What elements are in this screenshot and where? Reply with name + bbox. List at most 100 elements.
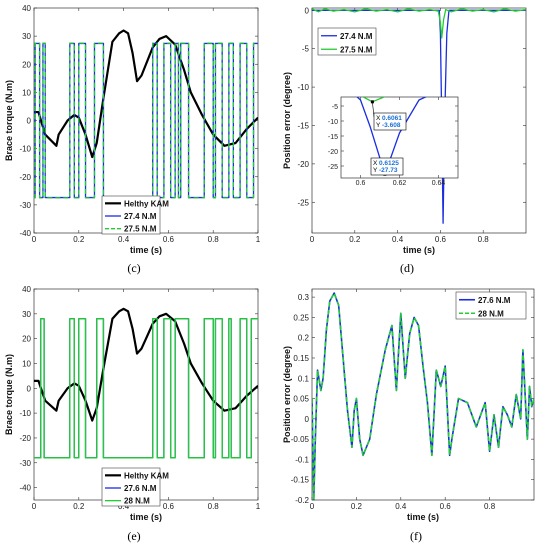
panel-f-plot-area — [311, 288, 535, 501]
panel-d-y-tick-label: -25 — [297, 198, 309, 207]
panel-c-y-tick-label: -30 — [19, 201, 31, 210]
panel-f-x-tick-label: 0.8 — [484, 502, 496, 511]
panel-f-y-tick-label: -0.05 — [291, 435, 310, 444]
panel-f-legend: 27.6 N.M 28 N.M — [455, 291, 527, 320]
panel-d-legend: 27.4 N.M 27.5 N.M — [317, 27, 377, 56]
panel-c-x-tick-label: 0.6 — [163, 235, 175, 244]
panel-c-y-tick-label: 30 — [22, 32, 31, 41]
panel-d-datatip-x-value: 0.6125 — [379, 160, 399, 167]
panel-f-y-tick-label: -0.2 — [295, 496, 309, 505]
panel-c-y-tick-label: -10 — [19, 145, 31, 154]
panel-d-y-tick-label: -15 — [297, 121, 309, 130]
panel-c-legend-entry-2: 27.4 N.M — [124, 212, 157, 221]
panel-f-x-tick-label: 0.2 — [351, 502, 363, 511]
panel-e-x-tick-label: 0.8 — [208, 502, 220, 511]
panel-c-x-axis-label: time (s) — [130, 245, 162, 255]
panel-f-y-tick-label: 0.05 — [293, 395, 309, 404]
panel-e-x-tick-label: 0 — [32, 502, 37, 511]
panel-d-x-tick-label: 0.2 — [349, 235, 361, 244]
panel-d-inset-x-tick-label: 0.6 — [356, 180, 366, 187]
panel-d-x-tick-label: 0.4 — [392, 235, 404, 244]
panel-c-x-tick-label: 0 — [32, 235, 37, 244]
panel-e-series-line-3 — [34, 318, 258, 459]
panel-f-y-tick-label: 0.25 — [293, 313, 309, 322]
panel-d-series-line-2 — [312, 8, 526, 39]
panel-e-y-axis-label: Brace torque (N.m) — [4, 354, 14, 435]
panel-d-y-tick-label: -5 — [302, 45, 310, 54]
panel-e-y-tick-label: -30 — [19, 459, 31, 468]
panel-e-plot-area — [33, 288, 259, 501]
panel-d-y-tick-label: -10 — [297, 83, 309, 92]
panel-e-series-line-1 — [34, 307, 258, 422]
panel-f-x-tick-label: 0 — [310, 502, 315, 511]
panel-d-inset-y-tick-label: -25 — [328, 164, 338, 171]
panel-e-panel-label: (e) — [127, 529, 140, 543]
panel-d-position-error-chart: 0 0.2 0.4 0.6 0.8 0 -5 -10 -15 -20 -25 time (s) Posi… — [282, 6, 527, 275]
panel-e-legend-entry-1: Helthy KAM — [124, 471, 169, 480]
panel-f-position-error-chart: 0 0.2 0.4 0.6 0.8 -0.2 -0.15 -0.1 -0.05 0 0.05 0.1 0… — [282, 288, 535, 543]
panel-f-y-tick-label: 0 — [305, 415, 310, 424]
panel-e-torque-chart: 0 0.2 0.4 0.6 0.8 1 -40 -30 -20 -10 0 10 20 30 40 time … — [4, 285, 261, 543]
panel-f-legend-entry-1: 27.6 N.M — [478, 296, 511, 305]
panel-c-y-axis-label: Brace torque (N.m) — [4, 80, 14, 161]
panel-f-y-tick-label: 0.1 — [298, 374, 310, 383]
panel-c-series-line-1 — [34, 29, 258, 159]
panel-e-x-tick-label: 0.2 — [73, 502, 85, 511]
panel-e-x-tick-label: 1 — [256, 502, 261, 511]
panel-e-legend: Helthy KAM 27.6 N.M 28 N.M — [101, 467, 169, 507]
panel-e-y-tick-label: 20 — [22, 335, 31, 344]
panel-d-inset-y-tick-label: -15 — [328, 134, 338, 141]
panel-d-y-tick-label: -20 — [297, 160, 309, 169]
panel-e-y-tick-label: 10 — [22, 359, 31, 368]
panel-c-legend-entry-3: 27.5 N.M — [124, 225, 157, 234]
panel-c-y-tick-label: 0 — [27, 117, 32, 126]
panel-d-legend-entry-2: 27.5 N.M — [340, 45, 373, 54]
panel-d-datatip-box — [373, 112, 407, 131]
panel-e-x-tick-label: 0.4 — [118, 502, 130, 511]
panel-d-inset-y-tick-label: -20 — [328, 149, 338, 156]
panel-d-datatip-y-label: Y — [376, 122, 381, 129]
panel-d-y-axis-label: Position error (degree) — [282, 72, 292, 169]
panel-d-datatip-x-label: X — [376, 115, 381, 122]
panel-f-y-tick-label: 0.3 — [298, 293, 310, 302]
panel-e-y-tick-label: 40 — [22, 285, 31, 294]
panel-d-datatip-x-label: X — [373, 160, 378, 167]
panel-d-x-tick-label: 0 — [310, 235, 315, 244]
panel-d-inset-y-tick-label: -10 — [328, 119, 338, 126]
panel-f-y-tick-label: -0.1 — [295, 455, 309, 464]
panel-e-y-tick-label: -10 — [19, 409, 31, 418]
panel-c-x-tick-label: 0.4 — [118, 235, 130, 244]
panel-e-y-tick-label: -40 — [19, 484, 31, 493]
panel-e-x-tick-label: 0.6 — [163, 502, 175, 511]
panel-f-y-tick-label: 0.2 — [298, 334, 310, 343]
panel-e-y-tick-label: 30 — [22, 310, 31, 319]
panel-c-y-tick-label: -20 — [19, 173, 31, 182]
panel-c-y-tick-label: 10 — [22, 88, 31, 97]
panel-d-panel-label: (d) — [400, 261, 414, 275]
panel-c-y-tick-label: 40 — [22, 4, 31, 13]
panel-c-x-tick-label: 0.8 — [208, 235, 220, 244]
panel-d-legend-entry-1: 27.4 N.M — [340, 32, 373, 41]
panel-d-datatip-marker — [370, 100, 374, 104]
panel-c-legend: Helthy KAM 27.4 N.M 27.5 N.M — [101, 195, 169, 235]
panel-f-legend-entry-2: 28 N.M — [478, 309, 504, 318]
panel-f-x-tick-label: 0.4 — [395, 502, 407, 511]
panel-e-y-tick-label: 0 — [27, 384, 32, 393]
panel-c-plot-area — [33, 7, 259, 234]
panel-d-inset-series-line-1 — [356, 97, 428, 175]
panel-d-inset-x-tick-label: 0.64 — [432, 180, 446, 187]
panel-e-x-axis-label: time (s) — [130, 512, 162, 522]
panel-c-y-tick-label: 20 — [22, 60, 31, 69]
panel-f-y-axis-label: Position error (degree) — [282, 346, 292, 443]
panel-d-datatip-y-label: Y — [373, 167, 378, 174]
panel-c-legend-entry-1: Helthy KAM — [124, 199, 169, 208]
panel-d-x-tick-label: 0.8 — [478, 235, 490, 244]
panel-d-inset-y-tick-label: -5 — [332, 104, 338, 111]
panel-c-series-line-3 — [34, 42, 258, 199]
panel-d-y-tick-label: 0 — [305, 6, 310, 15]
panel-f-series-line-2 — [312, 292, 534, 500]
panel-c-y-tick-label: -40 — [19, 229, 31, 238]
panel-f-legend-box — [455, 291, 527, 320]
panel-e-y-tick-label: -20 — [19, 434, 31, 443]
